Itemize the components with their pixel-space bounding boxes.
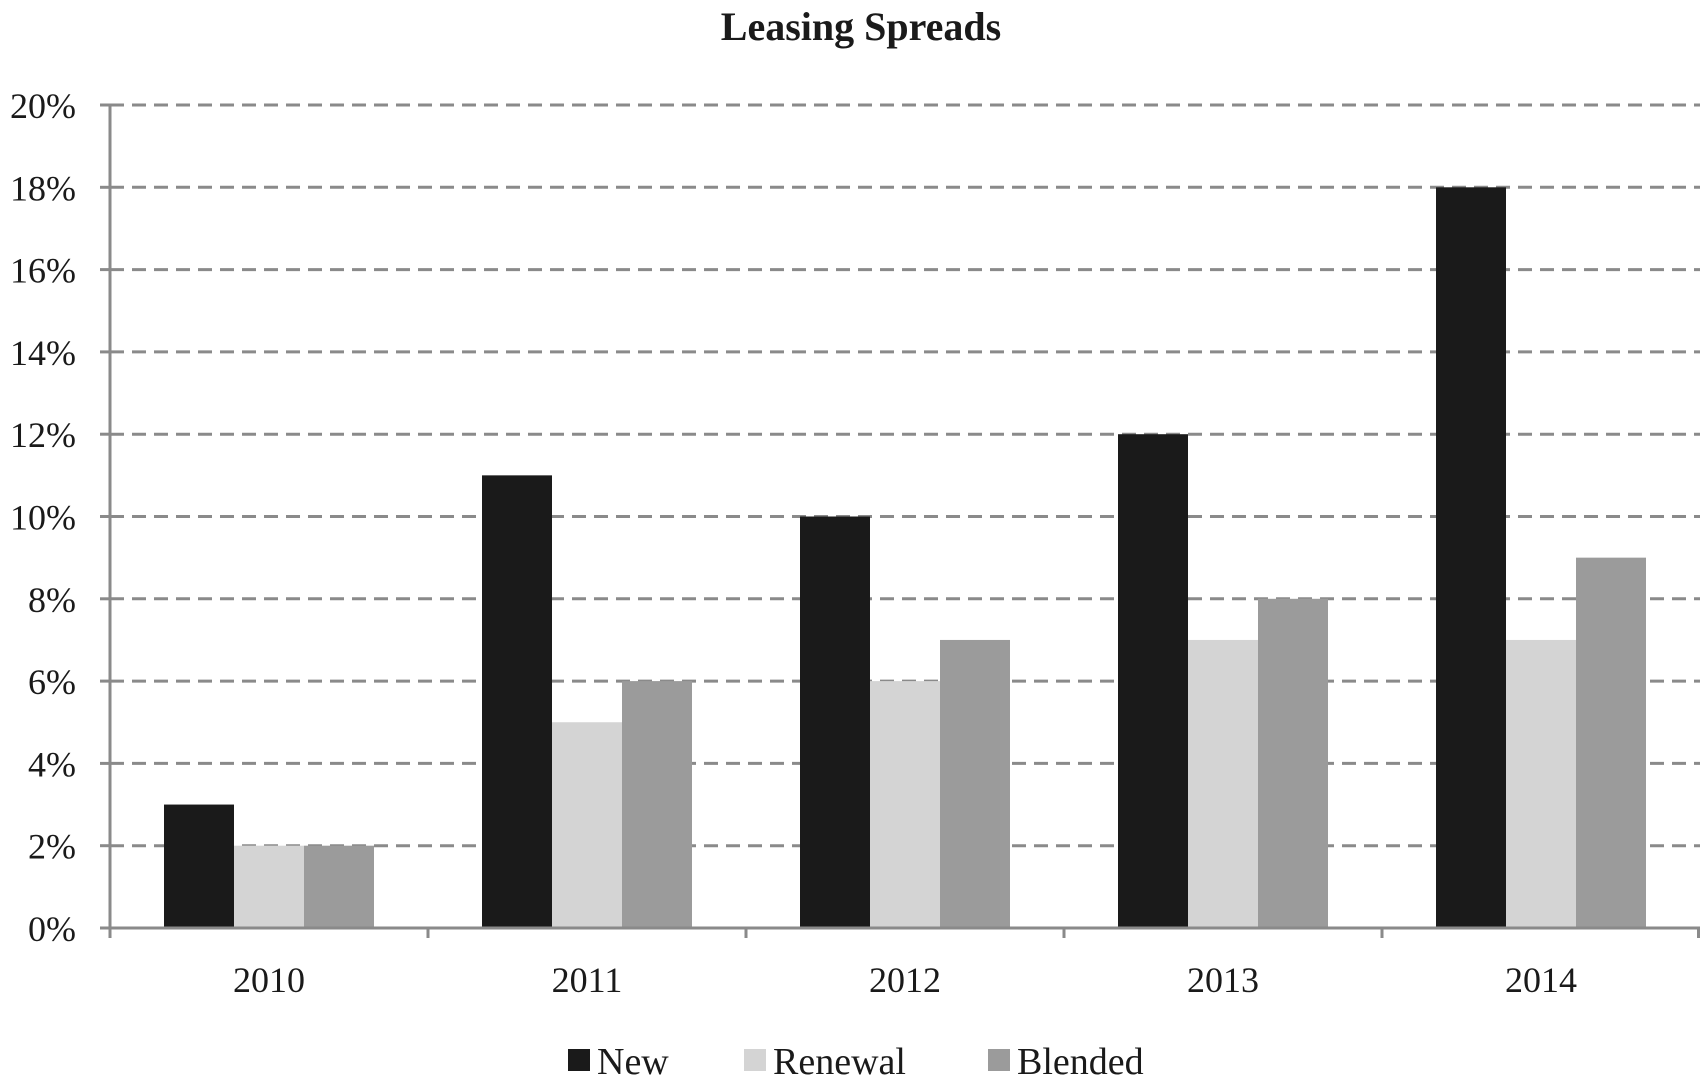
bars	[164, 187, 1646, 929]
bar-renewal-2014	[1506, 639, 1576, 928]
x-tick-label-2011: 2011	[552, 960, 623, 1000]
y-tick-label-18: 18%	[10, 168, 76, 208]
x-axis-tick-labels: 2010 2011 2012 2013 2014	[233, 960, 1577, 1000]
x-tick-label-2010: 2010	[233, 960, 305, 1000]
y-tick-label-12: 12%	[10, 415, 76, 455]
y-tick-label-16: 16%	[10, 251, 76, 291]
x-tick-label-2013: 2013	[1187, 960, 1259, 1000]
bar-blended-2011	[622, 681, 692, 928]
legend-label-new: New	[597, 1041, 669, 1083]
y-tick-label-14: 14%	[10, 333, 76, 373]
bar-blended-2010	[304, 845, 374, 928]
y-tick-label-6: 6%	[28, 662, 76, 702]
y-tick-label-2: 2%	[28, 827, 76, 867]
bar-blended-2013	[1258, 598, 1328, 928]
y-axis-tick-labels: 0% 2% 4% 6% 8% 10% 12% 14% 16% 18% 20%	[10, 86, 76, 949]
bar-renewal-2011	[552, 722, 622, 928]
y-tick-label-20: 20%	[10, 86, 76, 126]
y-tick-label-10: 10%	[10, 498, 76, 538]
x-tick-label-2012: 2012	[869, 960, 941, 1000]
axes	[100, 105, 1700, 938]
bar-new-2011	[482, 475, 552, 928]
chart-title: Leasing Spreads	[721, 4, 1001, 49]
bar-new-2014	[1436, 187, 1506, 929]
bar-blended-2012	[940, 639, 1010, 928]
legend: New Renewal Blended	[568, 1041, 1144, 1083]
legend-swatch-new	[568, 1049, 590, 1071]
legend-label-blended: Blended	[1017, 1041, 1144, 1083]
x-tick-label-2014: 2014	[1505, 960, 1577, 1000]
bar-renewal-2012	[870, 681, 940, 928]
y-tick-label-4: 4%	[28, 744, 76, 784]
bar-new-2010	[164, 804, 234, 928]
legend-label-renewal: Renewal	[773, 1041, 906, 1083]
legend-swatch-blended	[988, 1049, 1010, 1071]
bar-new-2013	[1118, 434, 1188, 928]
y-tick-label-0: 0%	[28, 909, 76, 949]
bar-new-2012	[800, 516, 870, 928]
bar-renewal-2013	[1188, 639, 1258, 928]
y-tick-label-8: 8%	[28, 580, 76, 620]
legend-swatch-renewal	[744, 1049, 766, 1071]
bar-blended-2014	[1576, 557, 1646, 928]
bar-renewal-2010	[234, 845, 304, 928]
